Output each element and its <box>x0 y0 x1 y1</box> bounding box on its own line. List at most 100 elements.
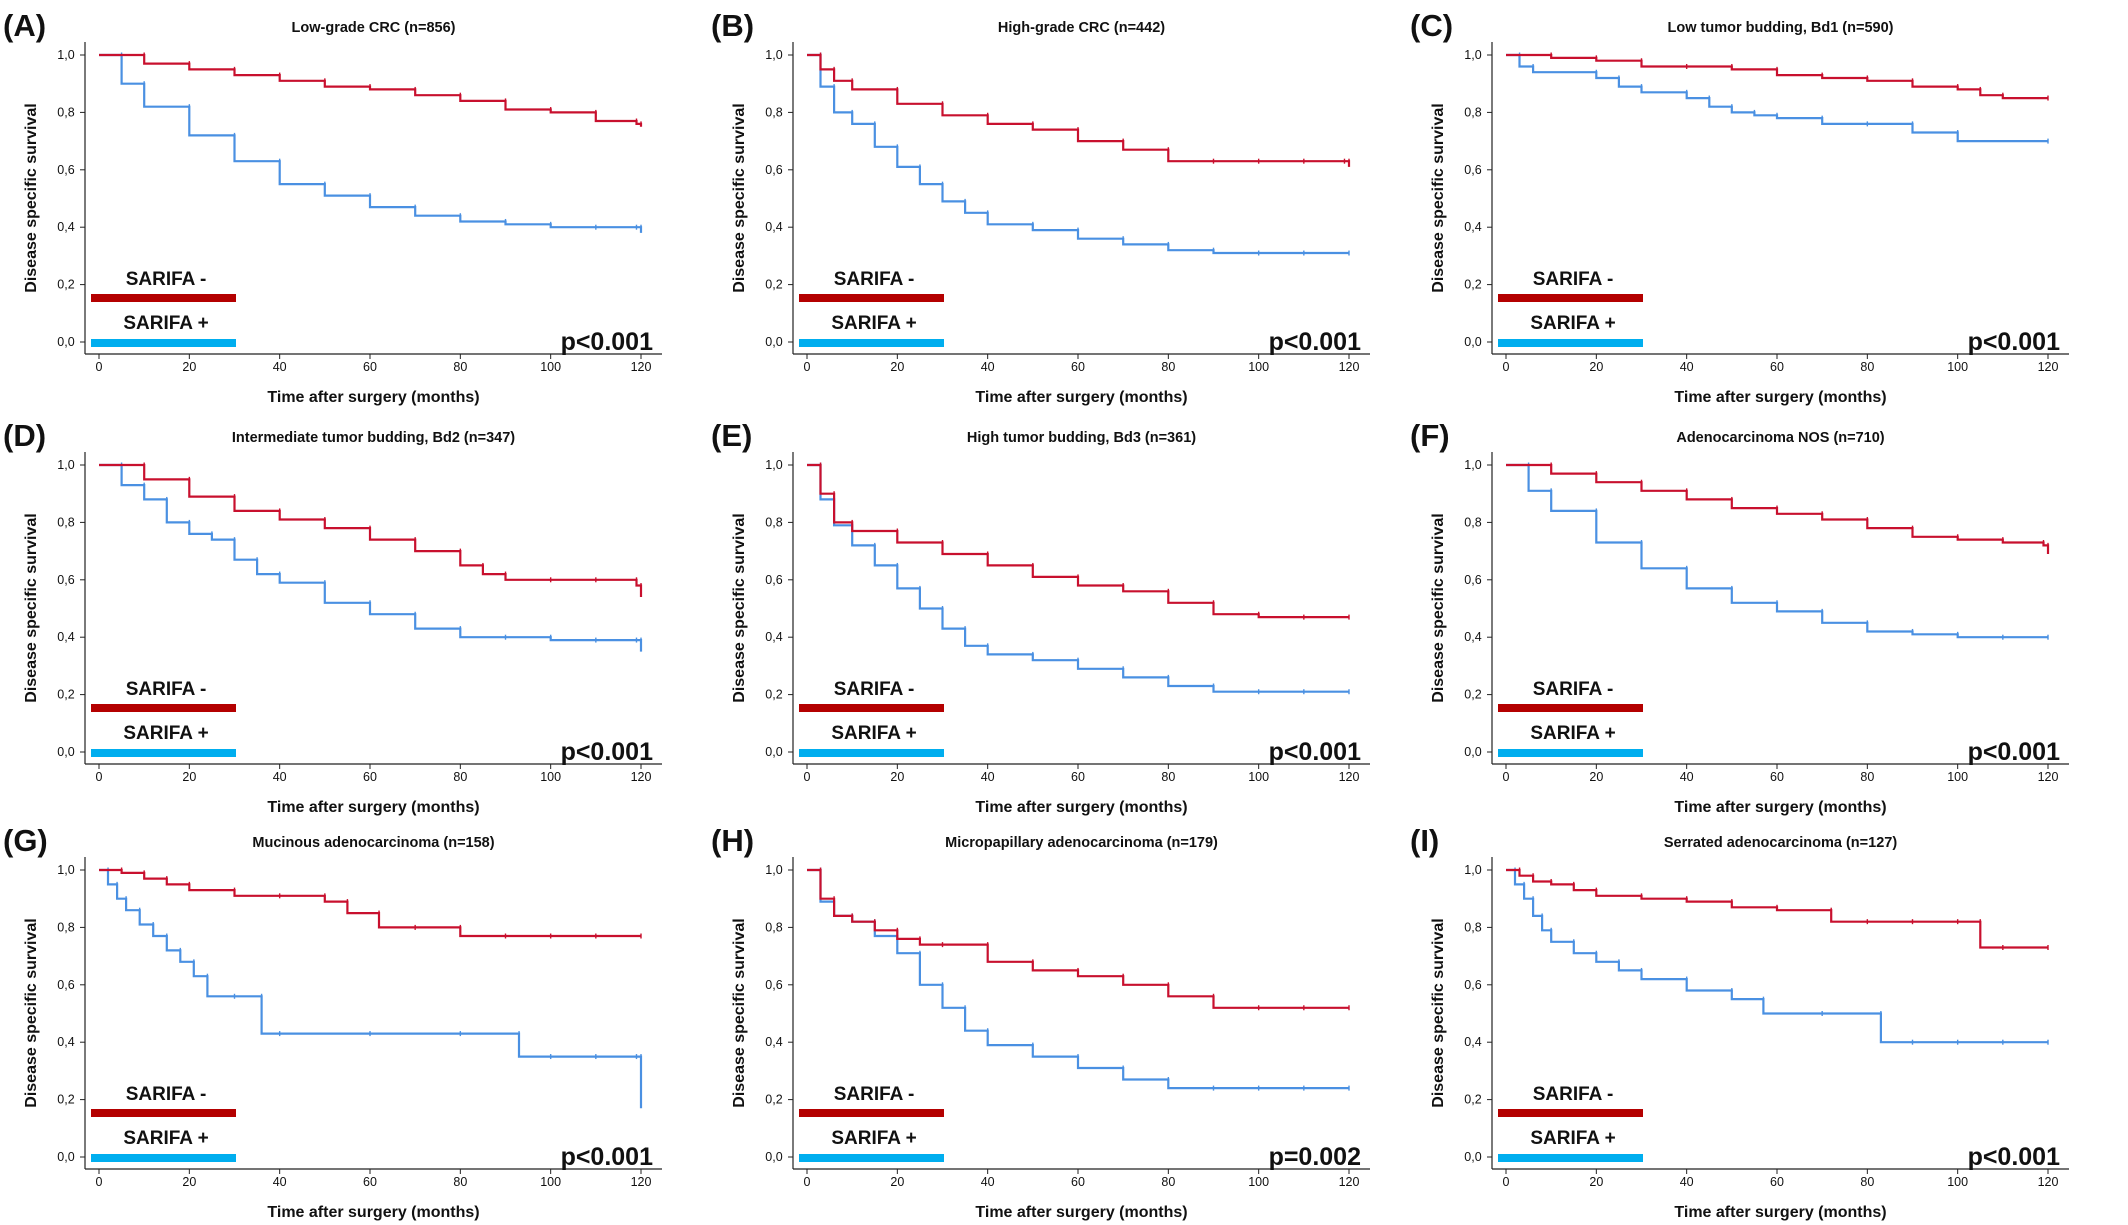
legend-label-sarifa-negative: SARIFA - <box>1533 679 1614 700</box>
panel-letter: (F) <box>1410 418 1450 453</box>
y-tick-label: 0,6 <box>57 978 74 992</box>
p-value: p=0.002 <box>1269 1143 1361 1171</box>
y-axis-title: Disease specific survival <box>1430 103 1447 292</box>
y-tick-label: 0,4 <box>57 1035 74 1049</box>
x-axis-title: Time after surgery (months) <box>975 1204 1187 1221</box>
y-tick-label: 0,8 <box>57 105 74 119</box>
x-tick-label: 0 <box>1503 360 1510 374</box>
y-tick-label: 0,8 <box>765 920 782 934</box>
p-value: p<0.001 <box>1968 1143 2061 1171</box>
legend-swatch-sarifa-positive <box>799 339 944 347</box>
x-tick-label: 40 <box>273 360 287 374</box>
x-tick-label: 80 <box>453 770 467 784</box>
y-tick-label: 1,0 <box>57 48 74 62</box>
legend-swatch-sarifa-negative <box>1498 294 1643 302</box>
legend-label-sarifa-negative: SARIFA - <box>1533 269 1614 290</box>
y-tick-label: 0,2 <box>57 1093 74 1107</box>
legend-swatch-sarifa-negative <box>799 704 944 712</box>
y-axis-title: Disease specific survival <box>1430 918 1447 1107</box>
y-tick-label: 0,2 <box>1464 1093 1481 1107</box>
panel-letter: (G) <box>3 823 48 858</box>
x-tick-label: 20 <box>182 360 196 374</box>
x-axis-title: Time after surgery (months) <box>267 389 479 406</box>
legend-swatch-sarifa-positive <box>91 1154 236 1162</box>
y-axis-title: Disease specific survival <box>23 103 40 292</box>
x-tick-label: 0 <box>96 1175 103 1189</box>
x-tick-label: 60 <box>363 1175 377 1189</box>
y-tick-label: 1,0 <box>765 458 782 472</box>
legend-label-sarifa-negative: SARIFA - <box>1533 1084 1614 1105</box>
y-tick-label: 0,8 <box>765 515 782 529</box>
y-tick-label: 0,2 <box>1464 688 1481 702</box>
x-tick-label: 60 <box>1071 1175 1085 1189</box>
x-tick-label: 120 <box>2038 770 2059 784</box>
chart-title: Low-grade CRC (n=856) <box>292 20 456 36</box>
chart-panel: (F) Adenocarcinoma NOS (n=710) 0,0 0,2 0,4 0,… <box>1410 418 2069 816</box>
survival-curve-sarifa-negative <box>807 868 1349 1009</box>
legend-label-sarifa-positive: SARIFA + <box>831 1128 916 1149</box>
y-tick-label: 0,0 <box>765 1150 782 1164</box>
y-tick-label: 1,0 <box>1464 48 1481 62</box>
legend-label-sarifa-positive: SARIFA + <box>123 723 208 744</box>
survival-curve-sarifa-positive <box>99 463 643 652</box>
x-tick-label: 100 <box>1248 360 1269 374</box>
y-tick-label: 0,4 <box>765 220 782 234</box>
x-tick-label: 20 <box>1589 1175 1603 1189</box>
x-tick-label: 20 <box>890 360 904 374</box>
y-axis-title: Disease specific survival <box>1430 513 1447 702</box>
y-axis-title: Disease specific survival <box>731 103 748 292</box>
x-tick-label: 80 <box>1161 360 1175 374</box>
chart-panel: (H) Micropapillary adenocarcinoma (n=179)… <box>711 823 1370 1221</box>
survival-curve-sarifa-negative <box>99 463 643 597</box>
p-value: p<0.001 <box>1968 738 2061 766</box>
x-tick-label: 100 <box>1947 360 1968 374</box>
y-tick-label: 0,6 <box>765 163 782 177</box>
x-tick-label: 120 <box>631 770 652 784</box>
survival-curve-sarifa-negative <box>99 868 641 938</box>
x-axis-title: Time after surgery (months) <box>1674 389 1886 406</box>
y-tick-label: 0,4 <box>57 630 74 644</box>
x-tick-label: 100 <box>540 770 561 784</box>
y-tick-label: 0,4 <box>1464 630 1481 644</box>
p-value: p<0.001 <box>1269 328 1362 356</box>
x-tick-label: 40 <box>1680 770 1694 784</box>
legend-swatch-sarifa-positive <box>91 749 236 757</box>
x-axis-title: Time after surgery (months) <box>975 389 1187 406</box>
y-axis-title: Disease specific survival <box>23 513 40 702</box>
x-tick-label: 60 <box>1770 360 1784 374</box>
legend-swatch-sarifa-negative <box>1498 1109 1643 1117</box>
legend-swatch-sarifa-negative <box>799 1109 944 1117</box>
x-tick-label: 80 <box>1161 770 1175 784</box>
survival-curve-sarifa-negative <box>807 463 1349 619</box>
chart-title: Low tumor budding, Bd1 (n=590) <box>1668 20 1894 36</box>
x-axis-title: Time after surgery (months) <box>267 799 479 816</box>
x-axis-title: Time after surgery (months) <box>975 799 1187 816</box>
x-tick-label: 40 <box>981 1175 995 1189</box>
x-tick-label: 20 <box>1589 360 1603 374</box>
x-tick-label: 120 <box>631 1175 652 1189</box>
y-tick-label: 0,2 <box>1464 278 1481 292</box>
legend-label-sarifa-negative: SARIFA - <box>126 269 207 290</box>
y-tick-label: 0,0 <box>1464 335 1481 349</box>
y-tick-label: 1,0 <box>1464 458 1481 472</box>
legend-label-sarifa-positive: SARIFA + <box>1530 723 1615 744</box>
x-axis-title: Time after surgery (months) <box>1674 799 1886 816</box>
panel-letter: (H) <box>711 823 754 858</box>
y-tick-label: 0,8 <box>765 105 782 119</box>
x-tick-label: 100 <box>1248 770 1269 784</box>
p-value: p<0.001 <box>561 1143 654 1171</box>
legend-label-sarifa-negative: SARIFA - <box>834 679 915 700</box>
y-tick-label: 0,6 <box>57 573 74 587</box>
chart-panel: (D) Intermediate tumor budding, Bd2 (n=34… <box>3 418 662 816</box>
x-tick-label: 80 <box>1860 1175 1874 1189</box>
y-tick-label: 0,6 <box>1464 573 1481 587</box>
x-tick-label: 60 <box>363 770 377 784</box>
y-tick-label: 0,4 <box>1464 1035 1481 1049</box>
legend-label-sarifa-positive: SARIFA + <box>123 1128 208 1149</box>
p-value: p<0.001 <box>561 738 654 766</box>
y-tick-label: 0,8 <box>1464 105 1481 119</box>
x-tick-label: 0 <box>1503 1175 1510 1189</box>
x-tick-label: 80 <box>1161 1175 1175 1189</box>
survival-curve-sarifa-positive <box>1506 463 2048 639</box>
